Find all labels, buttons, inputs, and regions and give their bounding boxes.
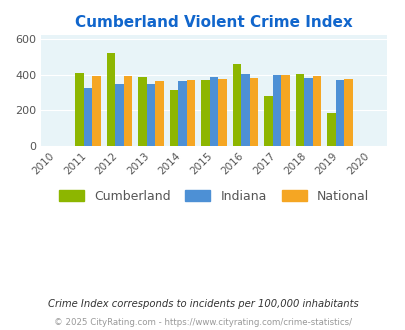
Bar	[326, 113, 335, 146]
Bar	[84, 87, 92, 146]
Bar	[155, 81, 163, 146]
Bar	[209, 77, 217, 146]
Bar	[138, 77, 147, 146]
Text: © 2025 CityRating.com - https://www.cityrating.com/crime-statistics/: © 2025 CityRating.com - https://www.city…	[54, 318, 351, 327]
Bar	[107, 53, 115, 146]
Bar	[169, 90, 178, 146]
Bar	[186, 80, 195, 146]
Bar	[272, 75, 280, 146]
Bar	[295, 74, 303, 146]
Bar	[147, 83, 155, 146]
Bar	[264, 96, 272, 146]
Bar	[249, 78, 258, 146]
Bar	[343, 79, 352, 146]
Bar	[115, 84, 124, 146]
Text: Crime Index corresponds to incidents per 100,000 inhabitants: Crime Index corresponds to incidents per…	[47, 299, 358, 309]
Bar	[217, 79, 226, 146]
Title: Cumberland Violent Crime Index: Cumberland Violent Crime Index	[75, 15, 352, 30]
Bar	[241, 74, 249, 146]
Bar	[335, 80, 343, 146]
Bar	[303, 78, 312, 146]
Legend: Cumberland, Indiana, National: Cumberland, Indiana, National	[53, 183, 374, 209]
Bar	[124, 77, 132, 146]
Bar	[92, 77, 101, 146]
Bar	[201, 80, 209, 146]
Bar	[178, 81, 186, 146]
Bar	[75, 73, 84, 146]
Bar	[232, 64, 241, 146]
Bar	[312, 76, 320, 146]
Bar	[280, 75, 289, 146]
